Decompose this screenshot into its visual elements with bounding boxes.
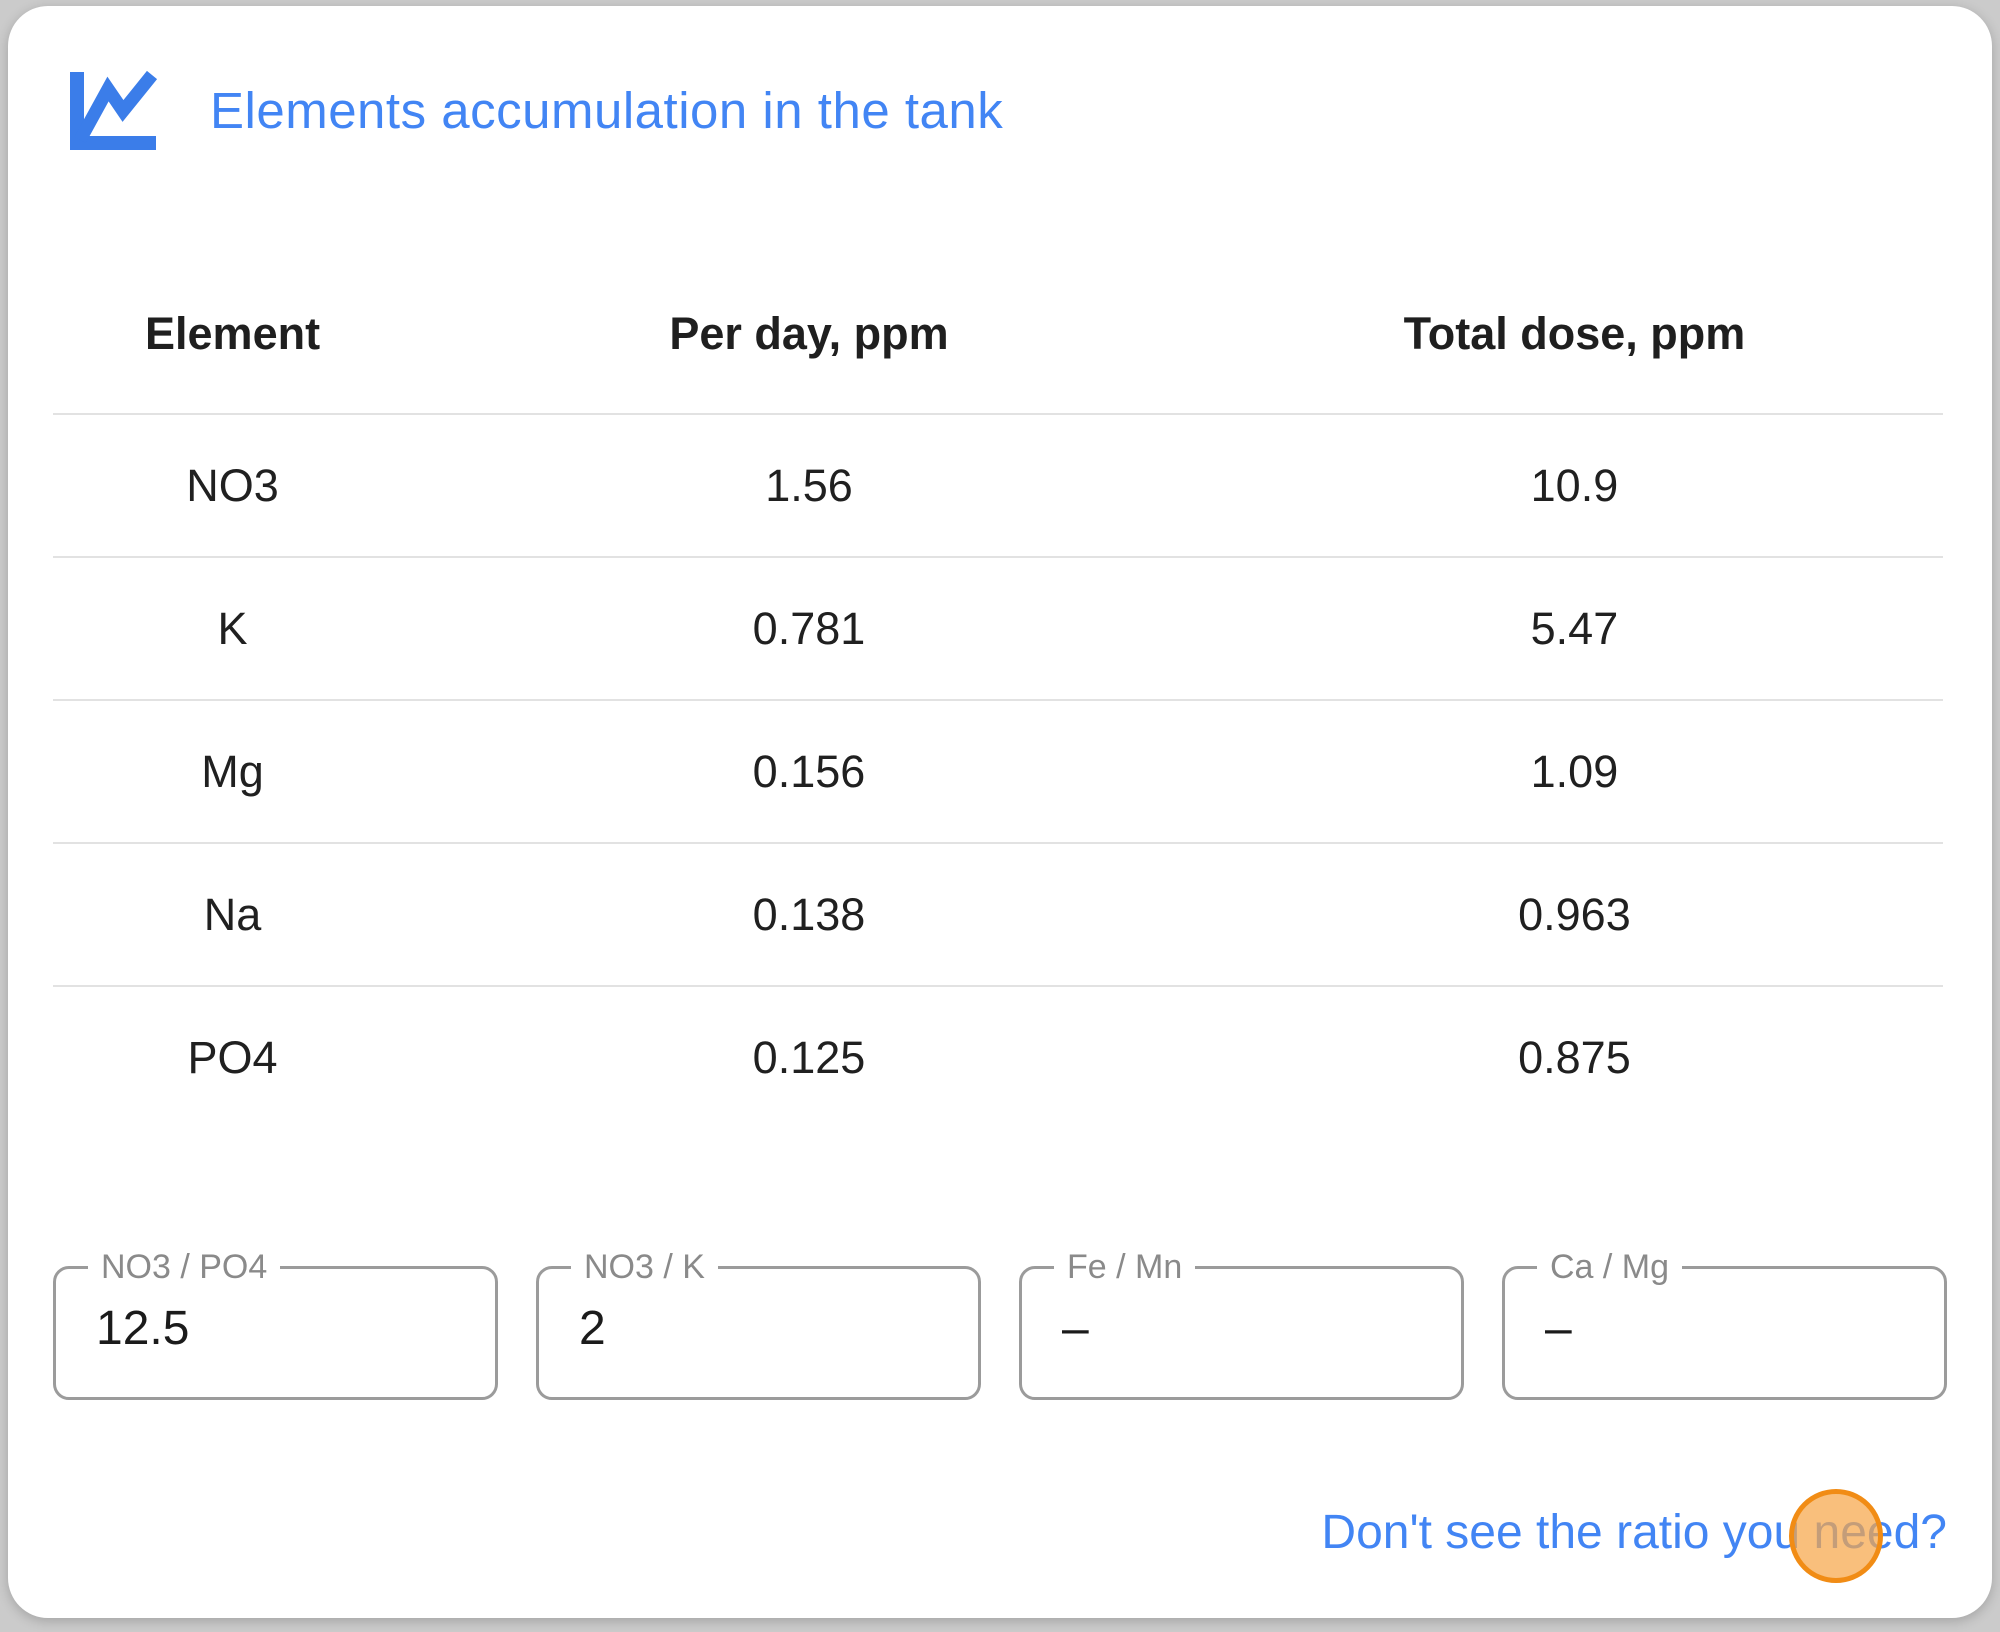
table-row: PO4 0.125 0.875 — [53, 985, 1943, 1128]
per-day-value: 0.156 — [412, 699, 1206, 843]
ratio-fields-row: NO3 / PO4 12.5 NO3 / K 2 Fe / Mn – Ca / … — [53, 1248, 1947, 1400]
column-header-per-day: Per day, ppm — [669, 308, 949, 359]
card-header: Elements accumulation in the tank — [64, 64, 1003, 156]
table-row: K 0.781 5.47 — [53, 556, 1943, 700]
dont-see-ratio-link[interactable]: Don't see the ratio you need? — [1321, 1506, 1947, 1559]
element-name: K — [53, 556, 413, 700]
elements-table: Element Per day, ppm Total dose, ppm NO3… — [53, 255, 1943, 1128]
total-dose-value: 5.47 — [1205, 556, 1943, 700]
table-row: NO3 1.56 10.9 — [53, 413, 1943, 557]
ratio-field-ca-mg[interactable]: Ca / Mg – — [1502, 1248, 1947, 1400]
card-title: Elements accumulation in the tank — [210, 81, 1004, 139]
ratio-field-value: – — [1545, 1302, 1572, 1355]
element-name: Na — [53, 842, 413, 986]
per-day-value: 0.125 — [412, 985, 1206, 1128]
ratio-field-label: NO3 / PO4 — [101, 1248, 268, 1286]
element-name: Mg — [53, 699, 413, 843]
ratio-field-fe-mn[interactable]: Fe / Mn – — [1019, 1248, 1464, 1400]
table-row: Na 0.138 0.963 — [53, 842, 1943, 986]
column-header-total-dose: Total dose, ppm — [1403, 308, 1746, 359]
total-dose-value: 0.963 — [1205, 842, 1943, 986]
per-day-value: 0.781 — [412, 556, 1206, 700]
ratio-field-no3-po4[interactable]: NO3 / PO4 12.5 — [53, 1248, 498, 1400]
total-dose-value: 1.09 — [1205, 699, 1943, 843]
ratio-field-value: – — [1062, 1302, 1089, 1355]
line-chart-icon — [64, 64, 164, 156]
per-day-value: 1.56 — [412, 413, 1206, 557]
table-row: Mg 0.156 1.09 — [53, 699, 1943, 843]
ratio-field-label: Ca / Mg — [1550, 1248, 1670, 1286]
ratio-field-value: 2 — [579, 1302, 606, 1355]
total-dose-value: 0.875 — [1205, 985, 1943, 1128]
ratio-field-label: NO3 / K — [584, 1248, 705, 1286]
column-header-element: Element — [145, 308, 321, 359]
element-name: PO4 — [53, 985, 413, 1128]
ratio-field-label: Fe / Mn — [1067, 1248, 1183, 1286]
ratio-field-value: 12.5 — [96, 1302, 190, 1355]
elements-accumulation-card: Elements accumulation in the tank Elemen… — [8, 6, 1992, 1618]
element-name: NO3 — [53, 413, 413, 557]
per-day-value: 0.138 — [412, 842, 1206, 986]
table-header-row: Element Per day, ppm Total dose, ppm — [53, 255, 1943, 414]
ratio-field-no3-k[interactable]: NO3 / K 2 — [536, 1248, 981, 1400]
total-dose-value: 10.9 — [1205, 413, 1943, 557]
